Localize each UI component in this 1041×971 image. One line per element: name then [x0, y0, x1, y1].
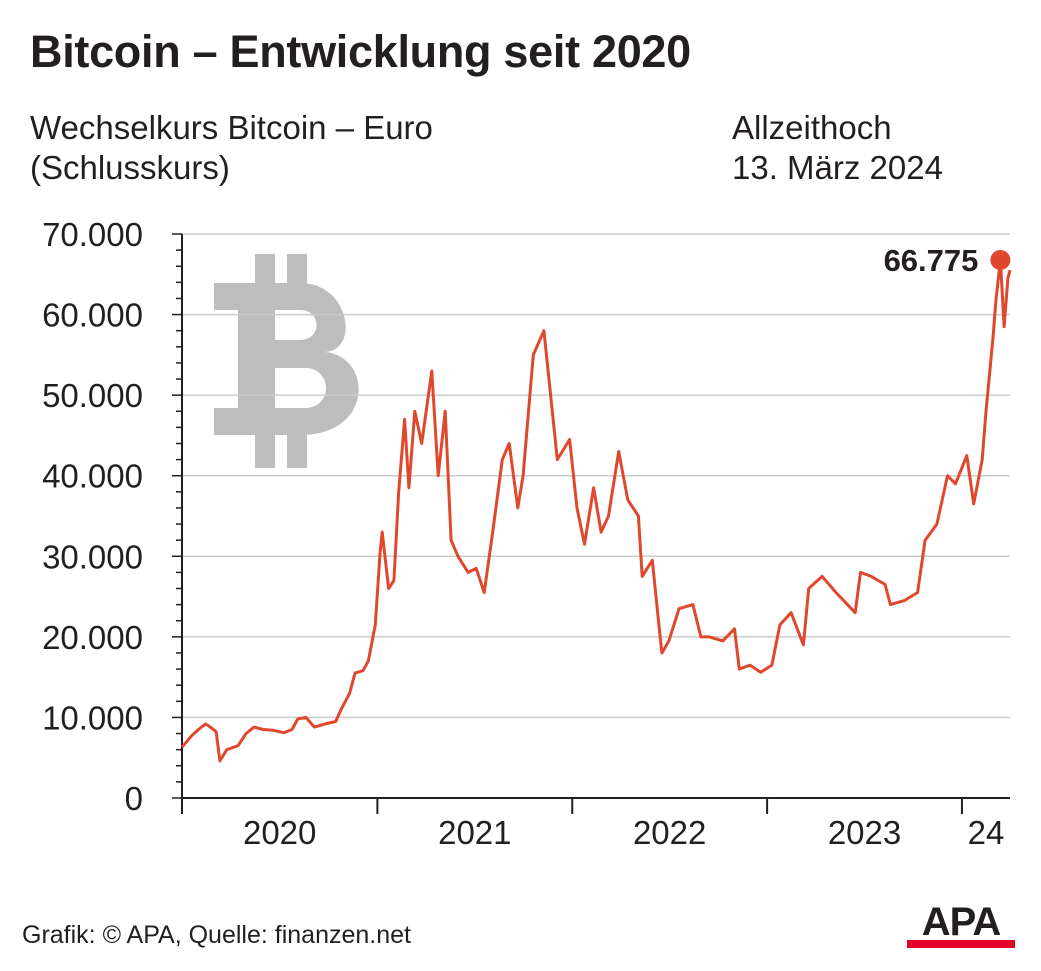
x-tick-label: 24 — [968, 814, 1005, 851]
btc-bottom-bar-right — [287, 428, 307, 468]
x-tick-label: 2020 — [243, 814, 316, 851]
ath-label: Allzeithoch — [732, 109, 892, 146]
apa-logo: APA — [907, 900, 1015, 948]
btc-letter-b — [214, 283, 359, 435]
x-axis: 2020 2021 2022 2023 24 — [172, 233, 1010, 851]
y-tick-label: 20.000 — [42, 619, 143, 656]
bitcoin-icon — [214, 254, 359, 468]
x-tick-label: 2022 — [633, 814, 706, 851]
btc-bottom-bar-left — [255, 428, 275, 468]
ath-date: 13. März 2024 — [732, 149, 943, 186]
source-credit: Grafik: © APA, Quelle: finanzen.net — [22, 921, 411, 949]
x-tick-label: 2023 — [828, 814, 901, 851]
line-chart: 0 10.000 20.000 30.000 40.000 50.000 60.000 70.… — [42, 216, 1012, 851]
subtitle-line-1: Wechselkurs Bitcoin – Euro — [30, 109, 433, 146]
chart-title: Bitcoin – Entwicklung seit 2020 — [30, 26, 691, 77]
btc-top-bar-left — [255, 254, 275, 284]
x-tick-label: 2021 — [438, 814, 511, 851]
btc-top-bar-right — [287, 254, 307, 284]
grid-lines — [182, 233, 1010, 719]
y-tick-label: 40.000 — [42, 458, 143, 495]
all-time-high-note: Allzeithoch 13. März 2024 — [732, 108, 943, 188]
apa-logo-text: APA — [922, 900, 1001, 944]
all-time-high-marker — [990, 249, 1011, 270]
y-tick-label: 10.000 — [42, 699, 143, 736]
chart-subtitle: Wechselkurs Bitcoin – Euro (Schlusskurs) — [30, 108, 433, 188]
series-line-bitcoin-eur — [180, 258, 1012, 763]
y-axis-labels: 0 10.000 20.000 30.000 40.000 50.000 60.000 70.… — [42, 216, 143, 817]
y-tick-label: 60.000 — [42, 297, 143, 334]
apa-logo-bar — [907, 940, 1015, 948]
y-tick-label: 50.000 — [42, 377, 143, 414]
y-tick-label: 0 — [125, 780, 143, 817]
all-time-high-value-label: 66.775 — [884, 243, 979, 278]
y-tick-label: 70.000 — [42, 216, 143, 253]
y-tick-label: 30.000 — [42, 538, 143, 575]
subtitle-line-2: (Schlusskurs) — [30, 149, 230, 186]
